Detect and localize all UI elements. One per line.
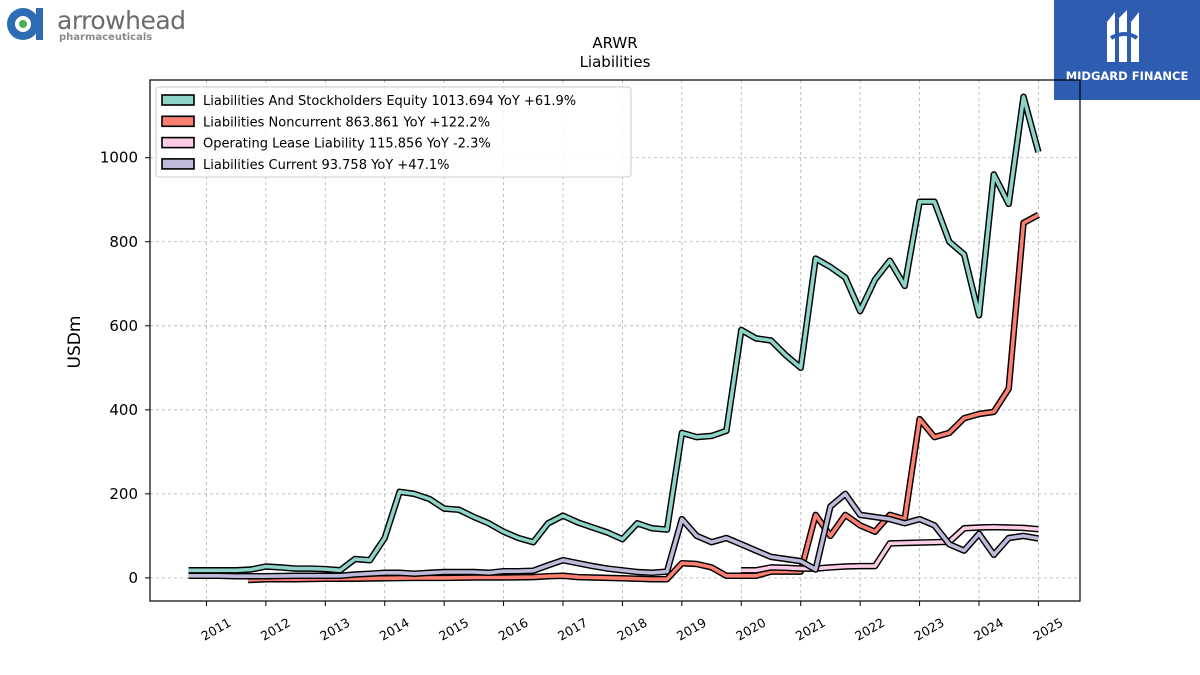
- chart-title: ARWR: [592, 34, 637, 52]
- logo-subtitle: pharmaceuticals: [59, 32, 153, 43]
- plot-frame: [149, 79, 1081, 602]
- x-tick-label: 2022: [852, 615, 887, 644]
- x-tick-label: 2023: [912, 615, 947, 644]
- legend-swatch: [161, 136, 195, 149]
- operating-lease-liability-outline: [741, 523, 1039, 574]
- legend-swatch: [161, 94, 195, 106]
- x-tick-label: 2015: [436, 615, 471, 644]
- x-tick-label: 2011: [198, 615, 233, 644]
- x-tick-label: 2018: [614, 615, 649, 644]
- legend-swatch: [161, 158, 195, 170]
- legend-entry: Liabilities And Stockholders Equity 1013…: [203, 94, 576, 109]
- y-axis-label: USDm: [65, 316, 85, 369]
- x-tick-label: 2020: [733, 615, 768, 644]
- midgard-finance-logo: MIDGARD FINANCE: [1054, 0, 1200, 100]
- legend-entry: Operating Lease Liability 115.856 YoY -2…: [203, 137, 491, 152]
- legend-entry: Liabilities Noncurrent 863.861 YoY +122.…: [203, 115, 490, 130]
- legend-entry: Liabilities Current 93.758 YoY +47.1%: [203, 158, 450, 173]
- x-tick-label: 2021: [793, 615, 828, 644]
- x-tick-label: 2013: [317, 615, 352, 644]
- legend: Liabilities And Stockholders Equity 1013…: [155, 86, 632, 178]
- y-tick-label: 0: [128, 569, 138, 587]
- operating-lease-liability-line: [741, 525, 1039, 573]
- x-tick-label: 2012: [258, 615, 293, 644]
- arrowhead-logo-icon: [7, 8, 43, 40]
- series-group: [188, 93, 1042, 584]
- x-tick-label: 2025: [1030, 615, 1065, 644]
- y-tick-label: 1000: [100, 149, 138, 167]
- legend-box: [155, 86, 632, 178]
- y-tick-label: 800: [109, 233, 138, 251]
- liabilities-noncurrent-line: [248, 213, 1040, 582]
- midgard-logo-text: MIDGARD FINANCE: [1065, 69, 1189, 83]
- x-tick-label: 2017: [555, 615, 590, 644]
- y-tick-label: 400: [109, 401, 138, 419]
- chart-subtitle: Liabilities: [580, 53, 651, 71]
- legend-swatch: [161, 115, 195, 128]
- x-tick-label: 2019: [674, 615, 709, 644]
- x-tick-label: 2014: [377, 615, 412, 644]
- x-tick-label: 2016: [496, 615, 531, 644]
- liabilities-and-stockholders-equity-line: [188, 95, 1041, 573]
- y-tick-label: 600: [109, 317, 138, 335]
- y-tick-label: 200: [109, 485, 138, 503]
- x-tick-label: 2024: [971, 615, 1006, 644]
- logo-name: arrowhead: [57, 6, 186, 35]
- arrowhead-logo: arrowhead pharmaceuticals: [5, 4, 205, 46]
- midgard-emblem-icon: [1107, 10, 1139, 62]
- liabilities-current-line: [188, 492, 1039, 579]
